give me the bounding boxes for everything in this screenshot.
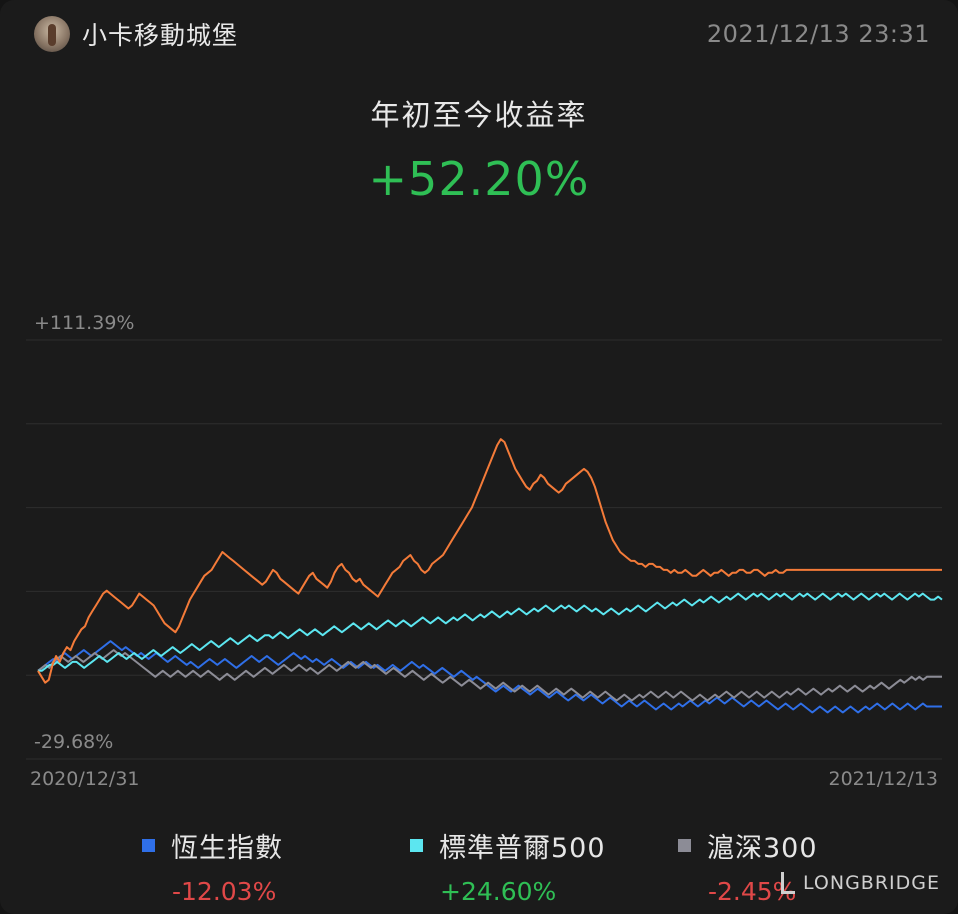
portfolio-series-line — [37, 438, 942, 684]
series-line-2 — [37, 640, 942, 714]
username[interactable]: 小卡移動城堡 — [82, 21, 239, 50]
longbridge-logo-icon — [781, 872, 795, 894]
legend-name-sp500: 標準普爾500 — [439, 833, 606, 864]
legend-value-hsi: -12.03% — [172, 877, 277, 906]
chart-lines — [37, 438, 943, 714]
x-end-label: 2021/12/13 — [828, 768, 938, 790]
series-line-1 — [38, 592, 943, 672]
legend-item-sp500: 標準普爾500 +24.60% — [410, 826, 606, 906]
series-line-3 — [37, 649, 942, 702]
avatar[interactable] — [34, 16, 70, 52]
timestamp: 2021/12/13 23:31 — [706, 20, 930, 48]
ytd-return-value: +52.20% — [368, 152, 590, 206]
longbridge-watermark: LONGBRIDGE — [781, 872, 940, 894]
y-min-label: -29.68% — [34, 731, 114, 753]
legend-name-csi300: 滬深300 — [707, 833, 818, 864]
legend-item-hsi: 恆生指數 -12.03% — [142, 826, 283, 906]
legend-swatch-sp500 — [410, 839, 423, 852]
x-start-label: 2020/12/31 — [30, 768, 140, 790]
chart-grid — [26, 339, 942, 760]
legend-name-hsi: 恆生指數 — [171, 833, 283, 864]
watermark-text: LONGBRIDGE — [803, 872, 940, 894]
legend-swatch-hsi — [142, 839, 155, 852]
legend-swatch-csi300 — [678, 839, 691, 852]
card-header: 小卡移動城堡 2021/12/13 23:31 — [34, 12, 930, 56]
legend-value-sp500: +24.60% — [440, 877, 557, 906]
legend-item-csi300: 滬深300 -2.45% — [678, 826, 818, 906]
user-info[interactable]: 小卡移動城堡 — [34, 16, 238, 52]
y-max-label: +111.39% — [34, 312, 135, 334]
ytd-return-title: 年初至今收益率 — [370, 98, 588, 132]
